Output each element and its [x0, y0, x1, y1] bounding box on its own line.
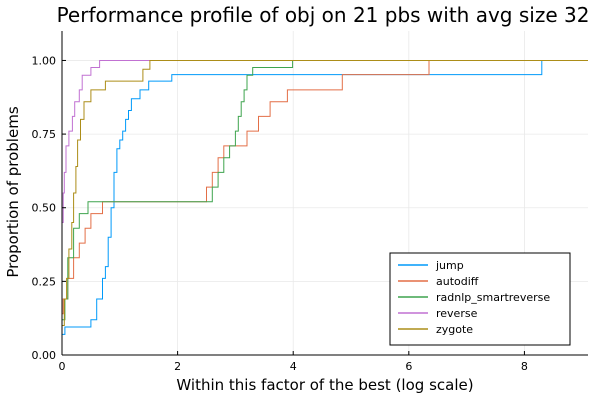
series-line-reverse [62, 60, 588, 223]
x-tick-label: 2 [174, 360, 181, 373]
chart-title: Performance profile of obj on 21 pbs wit… [57, 3, 590, 27]
y-tick-label: 0.50 [32, 202, 57, 215]
x-tick-label: 0 [59, 360, 66, 373]
y-tick-label: 0.75 [32, 128, 57, 141]
legend-entry-label: jump [435, 259, 464, 272]
legend-entry-label: autodiff [436, 275, 479, 288]
legend-entry-label: radnlp_smartreverse [436, 291, 550, 304]
axes-layer: 0 2 4 6 8 0.00 0.25 0.50 0.75 1.00 [32, 31, 588, 373]
x-axis-label: Within this factor of the best (log scal… [176, 376, 473, 394]
series-layer [62, 60, 588, 335]
y-tick-label: 0.25 [32, 275, 57, 288]
y-tick-label: 1.00 [32, 54, 57, 67]
y-tick-label: 0.00 [32, 349, 57, 362]
x-tick-label: 4 [290, 360, 297, 373]
series-line-autodiff [62, 60, 588, 315]
x-tick-label: 8 [521, 360, 528, 373]
series-line-zygote [62, 60, 588, 326]
series-line-jump [62, 60, 588, 335]
legend-entry-label: reverse [436, 307, 478, 320]
legend-entry-label: zygote [436, 323, 473, 336]
series-line-radnlp-smartreverse [62, 60, 588, 321]
y-axis-label: Proportion of problems [4, 106, 22, 277]
x-tick-label: 6 [405, 360, 412, 373]
